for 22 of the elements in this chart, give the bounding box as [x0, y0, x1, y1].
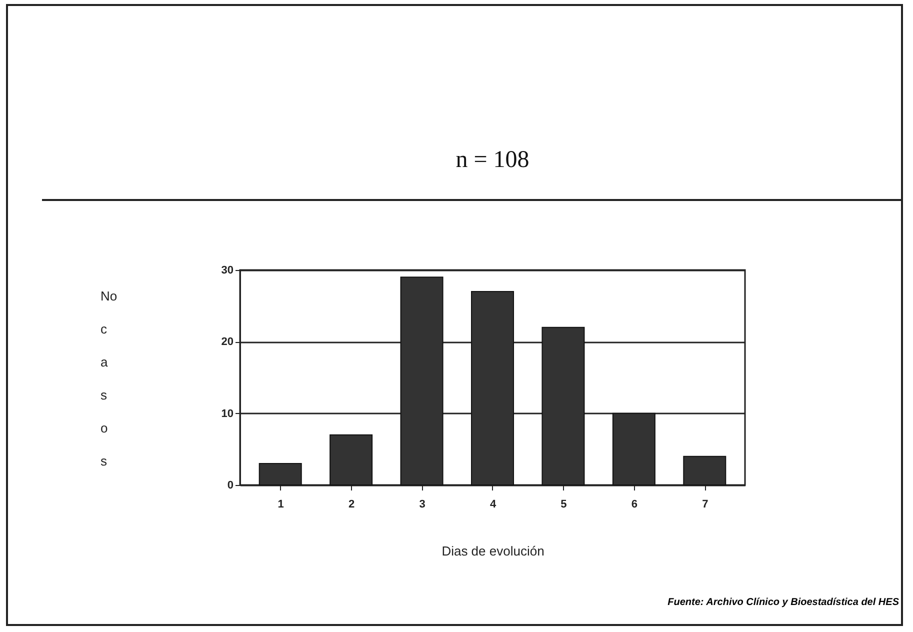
bar	[683, 456, 726, 486]
x-tick-label: 1	[278, 498, 284, 510]
y-tick-label: 10	[221, 408, 234, 420]
x-tick-label: 7	[702, 498, 708, 510]
x-tick-label: 2	[348, 498, 355, 510]
x-axis-title: Dias de evolución	[442, 544, 544, 558]
x-tick-label: 4	[490, 498, 497, 510]
bar	[330, 434, 373, 486]
bar	[612, 412, 656, 486]
bar	[542, 326, 585, 486]
text: No casos	[100, 288, 118, 468]
source-note: Fuente: Archivo Clínico y Bioestadística del HES	[668, 597, 899, 608]
y-tick-label: 30	[221, 264, 234, 276]
x-tick-label: 5	[560, 498, 567, 510]
x-tick-label: 3	[419, 498, 426, 510]
x-tick-label: 6	[631, 498, 638, 510]
bar	[258, 463, 302, 486]
y-tick-label: 0	[227, 480, 234, 492]
y-tick-label: 20	[221, 336, 234, 348]
chart-title: n = 108	[456, 147, 530, 173]
bar	[471, 291, 514, 486]
bar	[400, 276, 444, 486]
